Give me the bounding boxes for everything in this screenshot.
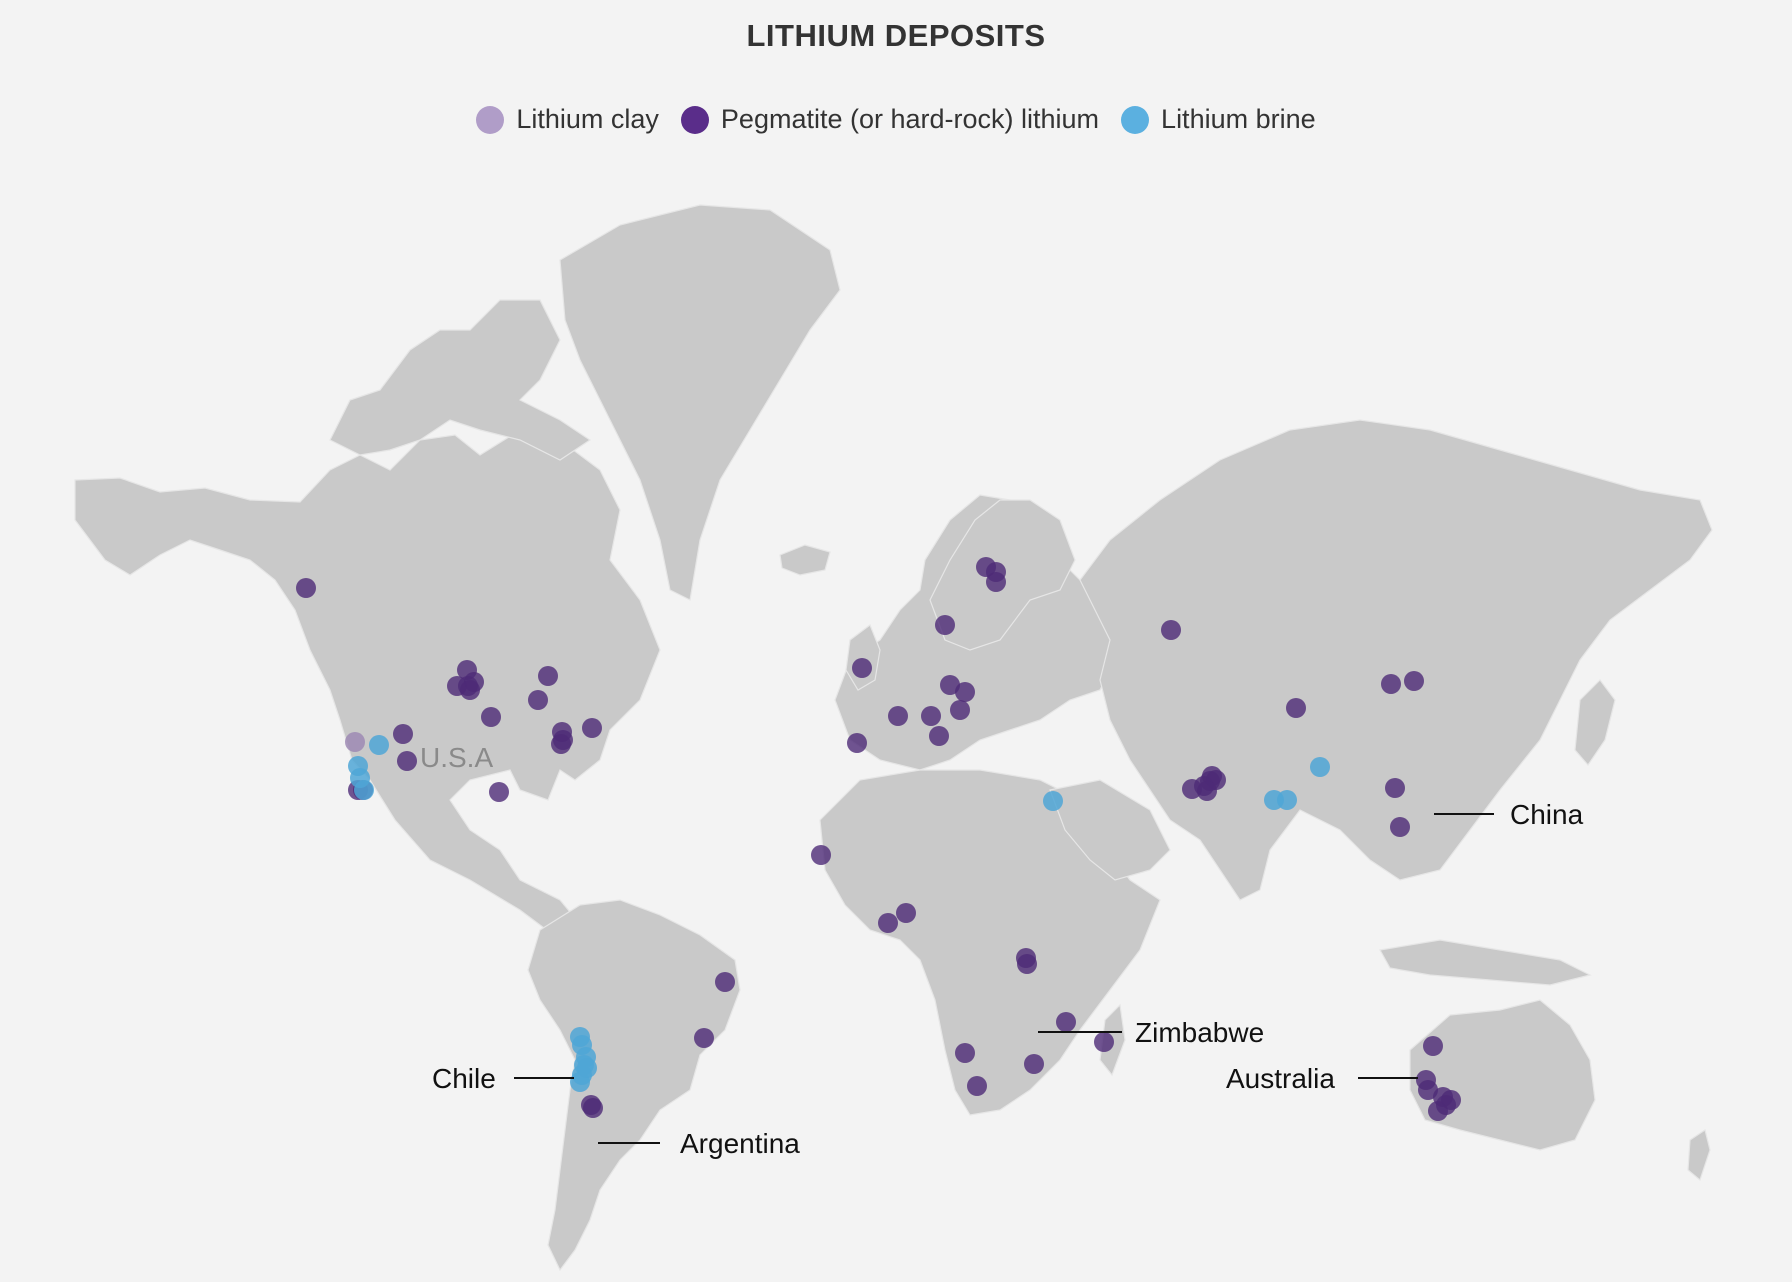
southeast-asia-islands-land bbox=[1379, 939, 1592, 986]
pegmatite-deposit-marker[interactable] bbox=[528, 690, 548, 710]
pegmatite-deposit-marker[interactable] bbox=[481, 707, 501, 727]
label-australia: Australia bbox=[1226, 1063, 1335, 1094]
pegmatite-deposit-marker[interactable] bbox=[1418, 1080, 1438, 1100]
pegmatite-deposit-marker[interactable] bbox=[852, 658, 872, 678]
pegmatite-deposit-marker[interactable] bbox=[397, 751, 417, 771]
pegmatite-deposit-marker[interactable] bbox=[538, 666, 558, 686]
arabia-land bbox=[1049, 779, 1171, 881]
legend-swatch-clay bbox=[476, 105, 505, 134]
pegmatite-deposit-marker[interactable] bbox=[1286, 698, 1306, 718]
pegmatite-deposit-marker[interactable] bbox=[950, 700, 970, 720]
pegmatite-deposit-marker[interactable] bbox=[1017, 954, 1037, 974]
pegmatite-deposit-marker[interactable] bbox=[1161, 620, 1181, 640]
brine-deposit-marker[interactable] bbox=[354, 780, 374, 800]
pegmatite-deposit-marker[interactable] bbox=[393, 724, 413, 744]
pegmatite-deposit-marker[interactable] bbox=[955, 682, 975, 702]
brine-deposit-marker[interactable] bbox=[369, 735, 389, 755]
pegmatite-deposit-marker[interactable] bbox=[1094, 1032, 1114, 1052]
label-china: China bbox=[1510, 799, 1584, 830]
south-america-land bbox=[527, 899, 741, 1272]
landmasses bbox=[74, 204, 1713, 1272]
new-zealand-land bbox=[1687, 1129, 1711, 1182]
pegmatite-deposit-marker[interactable] bbox=[935, 615, 955, 635]
pegmatite-deposit-marker[interactable] bbox=[967, 1076, 987, 1096]
pegmatite-deposit-marker[interactable] bbox=[888, 706, 908, 726]
pegmatite-deposit-marker[interactable] bbox=[1024, 1054, 1044, 1074]
pegmatite-deposit-marker[interactable] bbox=[1381, 674, 1401, 694]
pegmatite-deposit-marker[interactable] bbox=[583, 1098, 603, 1118]
legend-swatch-pegmatite bbox=[680, 105, 709, 134]
brine-deposit-marker[interactable] bbox=[1043, 791, 1063, 811]
brine-deposit-marker[interactable] bbox=[1310, 757, 1330, 777]
legend-label-pegmatite: Pegmatite (or hard-rock) lithium bbox=[720, 104, 1100, 134]
brine-deposit-marker[interactable] bbox=[577, 1058, 597, 1078]
pegmatite-deposit-marker[interactable] bbox=[694, 1028, 714, 1048]
pegmatite-deposit-marker[interactable] bbox=[929, 726, 949, 746]
pegmatite-deposit-marker[interactable] bbox=[1197, 781, 1217, 801]
brine-deposit-marker[interactable] bbox=[1277, 790, 1297, 810]
pegmatite-deposit-marker[interactable] bbox=[1404, 671, 1424, 691]
australia-land bbox=[1409, 999, 1596, 1151]
pegmatite-deposit-marker[interactable] bbox=[896, 903, 916, 923]
legend-item-clay[interactable]: Lithium clay bbox=[476, 104, 659, 135]
iceland-land bbox=[779, 544, 831, 576]
pegmatite-deposit-marker[interactable] bbox=[551, 734, 571, 754]
pegmatite-deposit-marker[interactable] bbox=[847, 733, 867, 753]
clay-deposit-marker[interactable] bbox=[345, 732, 365, 752]
greenland-land bbox=[559, 204, 841, 601]
pegmatite-deposit-marker[interactable] bbox=[940, 675, 960, 695]
pegmatite-deposit-marker[interactable] bbox=[296, 578, 316, 598]
arctic-islands-land bbox=[329, 299, 592, 461]
pegmatite-deposit-marker[interactable] bbox=[1436, 1095, 1456, 1115]
chart-title: LITHIUM DEPOSITS bbox=[746, 18, 1046, 53]
pegmatite-deposit-marker[interactable] bbox=[878, 913, 898, 933]
pegmatite-deposit-marker[interactable] bbox=[811, 845, 831, 865]
pegmatite-deposit-marker[interactable] bbox=[1182, 779, 1202, 799]
legend-item-brine[interactable]: Lithium brine bbox=[1121, 104, 1316, 135]
label-usa: U.S.A bbox=[420, 742, 493, 773]
pegmatite-deposit-marker[interactable] bbox=[460, 680, 480, 700]
legend-item-pegmatite[interactable]: Pegmatite (or hard-rock) lithium bbox=[680, 104, 1100, 135]
label-chile: Chile bbox=[432, 1063, 496, 1094]
north-america-land bbox=[74, 429, 661, 941]
deposit-markers bbox=[296, 557, 1461, 1121]
pegmatite-deposit-marker[interactable] bbox=[955, 1043, 975, 1063]
pegmatite-deposit-marker[interactable] bbox=[489, 782, 509, 802]
pegmatite-deposit-marker[interactable] bbox=[715, 972, 735, 992]
pegmatite-deposit-marker[interactable] bbox=[1423, 1036, 1443, 1056]
legend-label-clay: Lithium clay bbox=[516, 104, 659, 134]
pegmatite-deposit-marker[interactable] bbox=[1390, 817, 1410, 837]
pegmatite-deposit-marker[interactable] bbox=[1056, 1012, 1076, 1032]
legend-label-brine: Lithium brine bbox=[1161, 104, 1316, 134]
label-zimbabwe: Zimbabwe bbox=[1135, 1017, 1264, 1048]
africa-land bbox=[819, 769, 1161, 1116]
japan-land bbox=[1574, 679, 1616, 766]
pegmatite-deposit-marker[interactable] bbox=[986, 572, 1006, 592]
legend-swatch-brine bbox=[1121, 105, 1150, 134]
pegmatite-deposit-marker[interactable] bbox=[921, 706, 941, 726]
pegmatite-deposit-marker[interactable] bbox=[1385, 778, 1405, 798]
pegmatite-deposit-marker[interactable] bbox=[582, 718, 602, 738]
legend: Lithium clay Pegmatite (or hard-rock) li… bbox=[0, 104, 1792, 135]
label-argentina: Argentina bbox=[680, 1128, 800, 1159]
asia-land bbox=[1079, 419, 1713, 901]
